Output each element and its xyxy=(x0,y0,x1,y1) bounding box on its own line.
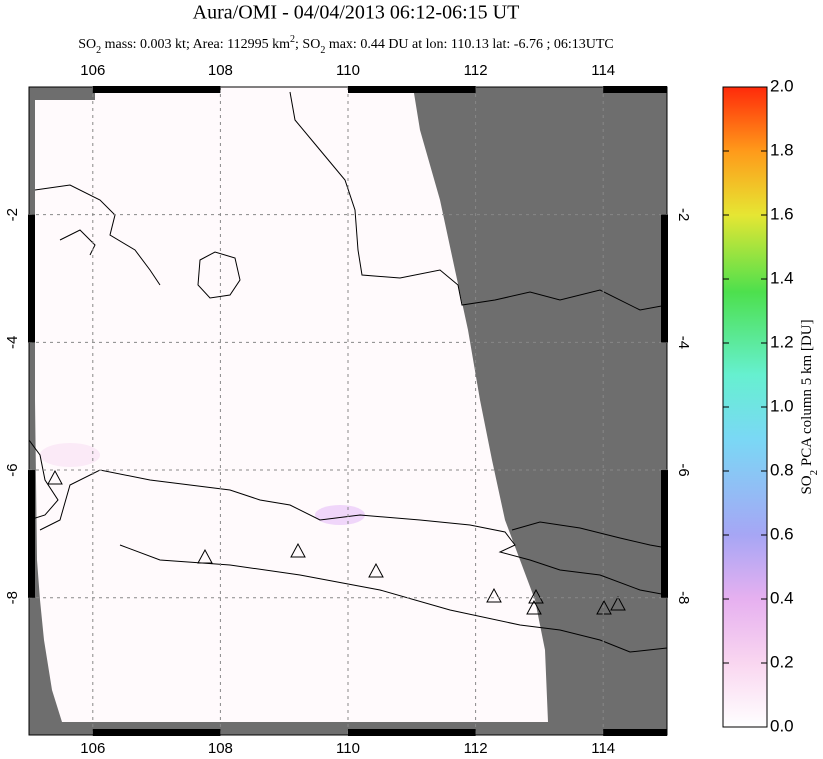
frame xyxy=(28,86,668,736)
y-tick-label: -2 xyxy=(4,208,21,221)
colorbar-label-text: PCA column 5 km [DU] xyxy=(799,319,815,469)
volcano xyxy=(197,548,213,564)
frame-bar xyxy=(92,86,221,93)
volcano xyxy=(47,469,63,485)
colorbar-label: SO2 PCA column 5 km [DU] xyxy=(799,319,819,494)
x-tick-label: 112 xyxy=(464,740,488,757)
y-tick-label: -2 xyxy=(675,208,692,221)
so2-patch xyxy=(40,443,100,467)
x-tick-label: 106 xyxy=(80,740,105,757)
frame-bar xyxy=(28,214,35,343)
volcano xyxy=(368,562,384,578)
subtitle-text: SO xyxy=(78,37,96,52)
volcano xyxy=(290,542,306,558)
subtitle: SO2 mass: 0.003 kt; Area: 112995 km2; SO… xyxy=(78,34,613,56)
volcano xyxy=(610,595,626,611)
title: Aura/OMI - 04/04/2013 06:12-06:15 UT xyxy=(193,2,520,24)
swath xyxy=(35,87,548,722)
subtitle-text: max: 0.44 DU at lon: 110.13 lat: -6.76 ;… xyxy=(325,37,613,52)
x-tick-label: 110 xyxy=(336,740,360,757)
volcano xyxy=(596,599,612,615)
volcano xyxy=(486,587,502,603)
so2-patch xyxy=(315,505,365,525)
frame-bar xyxy=(603,86,667,93)
frame-bar xyxy=(28,470,35,598)
x-tick-label: 108 xyxy=(208,62,233,79)
volcano xyxy=(526,599,542,615)
x-tick-label: 108 xyxy=(208,740,233,757)
colorbar-tick-label: 1.6 xyxy=(770,204,794,223)
volcano xyxy=(528,588,544,604)
subtitle-text: ; SO xyxy=(295,37,320,52)
subscript: 2 xyxy=(320,45,325,56)
x-tick-label: 114 xyxy=(591,62,615,79)
subscript: 2 xyxy=(808,470,820,476)
colorbar-tick-label: 0.8 xyxy=(770,460,794,479)
coastline xyxy=(511,521,667,549)
frame-bar xyxy=(603,729,667,736)
subtitle-text: mass: 0.003 kt; Area: 112995 km xyxy=(101,37,290,52)
superscript: 2 xyxy=(290,34,295,45)
colorbar xyxy=(722,86,768,728)
x-tick-label: 106 xyxy=(80,62,105,79)
frame-bar xyxy=(348,86,476,93)
frame-bar xyxy=(92,729,221,736)
frame-bar xyxy=(348,729,476,736)
y-tick-label: -8 xyxy=(675,591,692,604)
colorbar-tick-label: 1.8 xyxy=(770,140,794,159)
coastline xyxy=(197,251,241,299)
colorbar-tick-label: 1.4 xyxy=(770,268,794,287)
frame-bar xyxy=(661,470,668,598)
x-tick-label: 114 xyxy=(591,740,615,757)
colorbar-tick-label: 0.4 xyxy=(770,588,794,607)
coastline xyxy=(39,469,667,596)
colorbar-tick-label: 0.6 xyxy=(770,524,794,543)
coastline xyxy=(289,91,667,311)
colorbar-tick-label: 0.0 xyxy=(770,716,794,735)
volcano-markers xyxy=(47,469,626,615)
y-tick-label: -4 xyxy=(675,336,692,349)
y-tick-label: -4 xyxy=(4,336,21,349)
y-tick-label: -8 xyxy=(4,591,21,604)
x-tick-label: 110 xyxy=(336,62,360,79)
subscript: 2 xyxy=(96,45,101,56)
colorbar-tick-label: 1.2 xyxy=(770,332,794,351)
colorbar-tick-label: 2.0 xyxy=(770,76,794,95)
colorbar-tick-label: 0.2 xyxy=(770,652,794,671)
x-tick-label: 112 xyxy=(464,62,488,79)
frame-bar xyxy=(661,214,668,343)
y-tick-label: -6 xyxy=(4,463,21,476)
y-tick-label: -6 xyxy=(675,463,692,476)
colorbar-label-text: SO xyxy=(799,475,815,494)
coastline xyxy=(29,439,59,521)
colorbar-tick-label: 1.0 xyxy=(770,396,794,415)
